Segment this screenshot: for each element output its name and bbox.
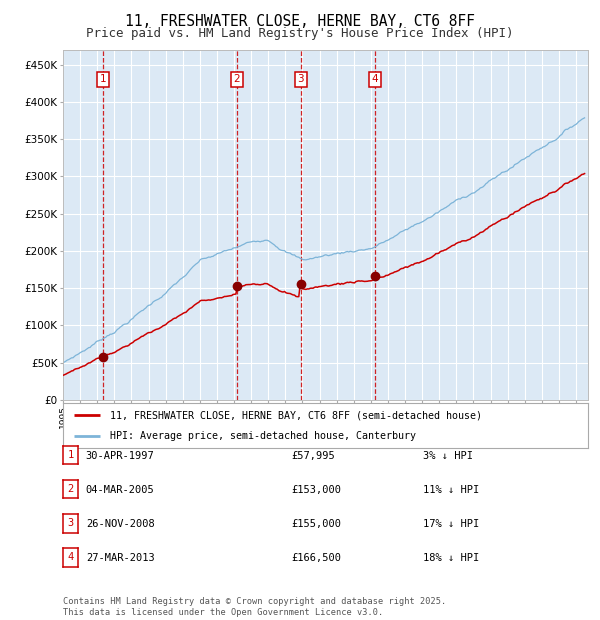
Text: Price paid vs. HM Land Registry's House Price Index (HPI): Price paid vs. HM Land Registry's House … — [86, 27, 514, 40]
Text: 1: 1 — [100, 74, 106, 84]
Text: 4: 4 — [371, 74, 378, 84]
Text: 17% ↓ HPI: 17% ↓ HPI — [423, 519, 479, 529]
Text: 4: 4 — [67, 552, 74, 562]
Text: £57,995: £57,995 — [291, 451, 335, 461]
Text: 1: 1 — [67, 450, 74, 460]
Text: 11% ↓ HPI: 11% ↓ HPI — [423, 485, 479, 495]
Text: 18% ↓ HPI: 18% ↓ HPI — [423, 553, 479, 563]
Text: 26-NOV-2008: 26-NOV-2008 — [86, 519, 155, 529]
Text: Contains HM Land Registry data © Crown copyright and database right 2025.
This d: Contains HM Land Registry data © Crown c… — [63, 598, 446, 617]
Text: 3: 3 — [67, 518, 74, 528]
Text: 04-MAR-2005: 04-MAR-2005 — [86, 485, 155, 495]
Text: 27-MAR-2013: 27-MAR-2013 — [86, 553, 155, 563]
Text: 3: 3 — [298, 74, 304, 84]
Text: 2: 2 — [233, 74, 240, 84]
Text: 3% ↓ HPI: 3% ↓ HPI — [423, 451, 473, 461]
Text: £153,000: £153,000 — [291, 485, 341, 495]
Text: 2: 2 — [67, 484, 74, 494]
Text: HPI: Average price, semi-detached house, Canterbury: HPI: Average price, semi-detached house,… — [110, 432, 416, 441]
Text: 11, FRESHWATER CLOSE, HERNE BAY, CT6 8FF (semi-detached house): 11, FRESHWATER CLOSE, HERNE BAY, CT6 8FF… — [110, 410, 482, 420]
Text: 30-APR-1997: 30-APR-1997 — [86, 451, 155, 461]
Text: 11, FRESHWATER CLOSE, HERNE BAY, CT6 8FF: 11, FRESHWATER CLOSE, HERNE BAY, CT6 8FF — [125, 14, 475, 29]
Text: £155,000: £155,000 — [291, 519, 341, 529]
Text: £166,500: £166,500 — [291, 553, 341, 563]
